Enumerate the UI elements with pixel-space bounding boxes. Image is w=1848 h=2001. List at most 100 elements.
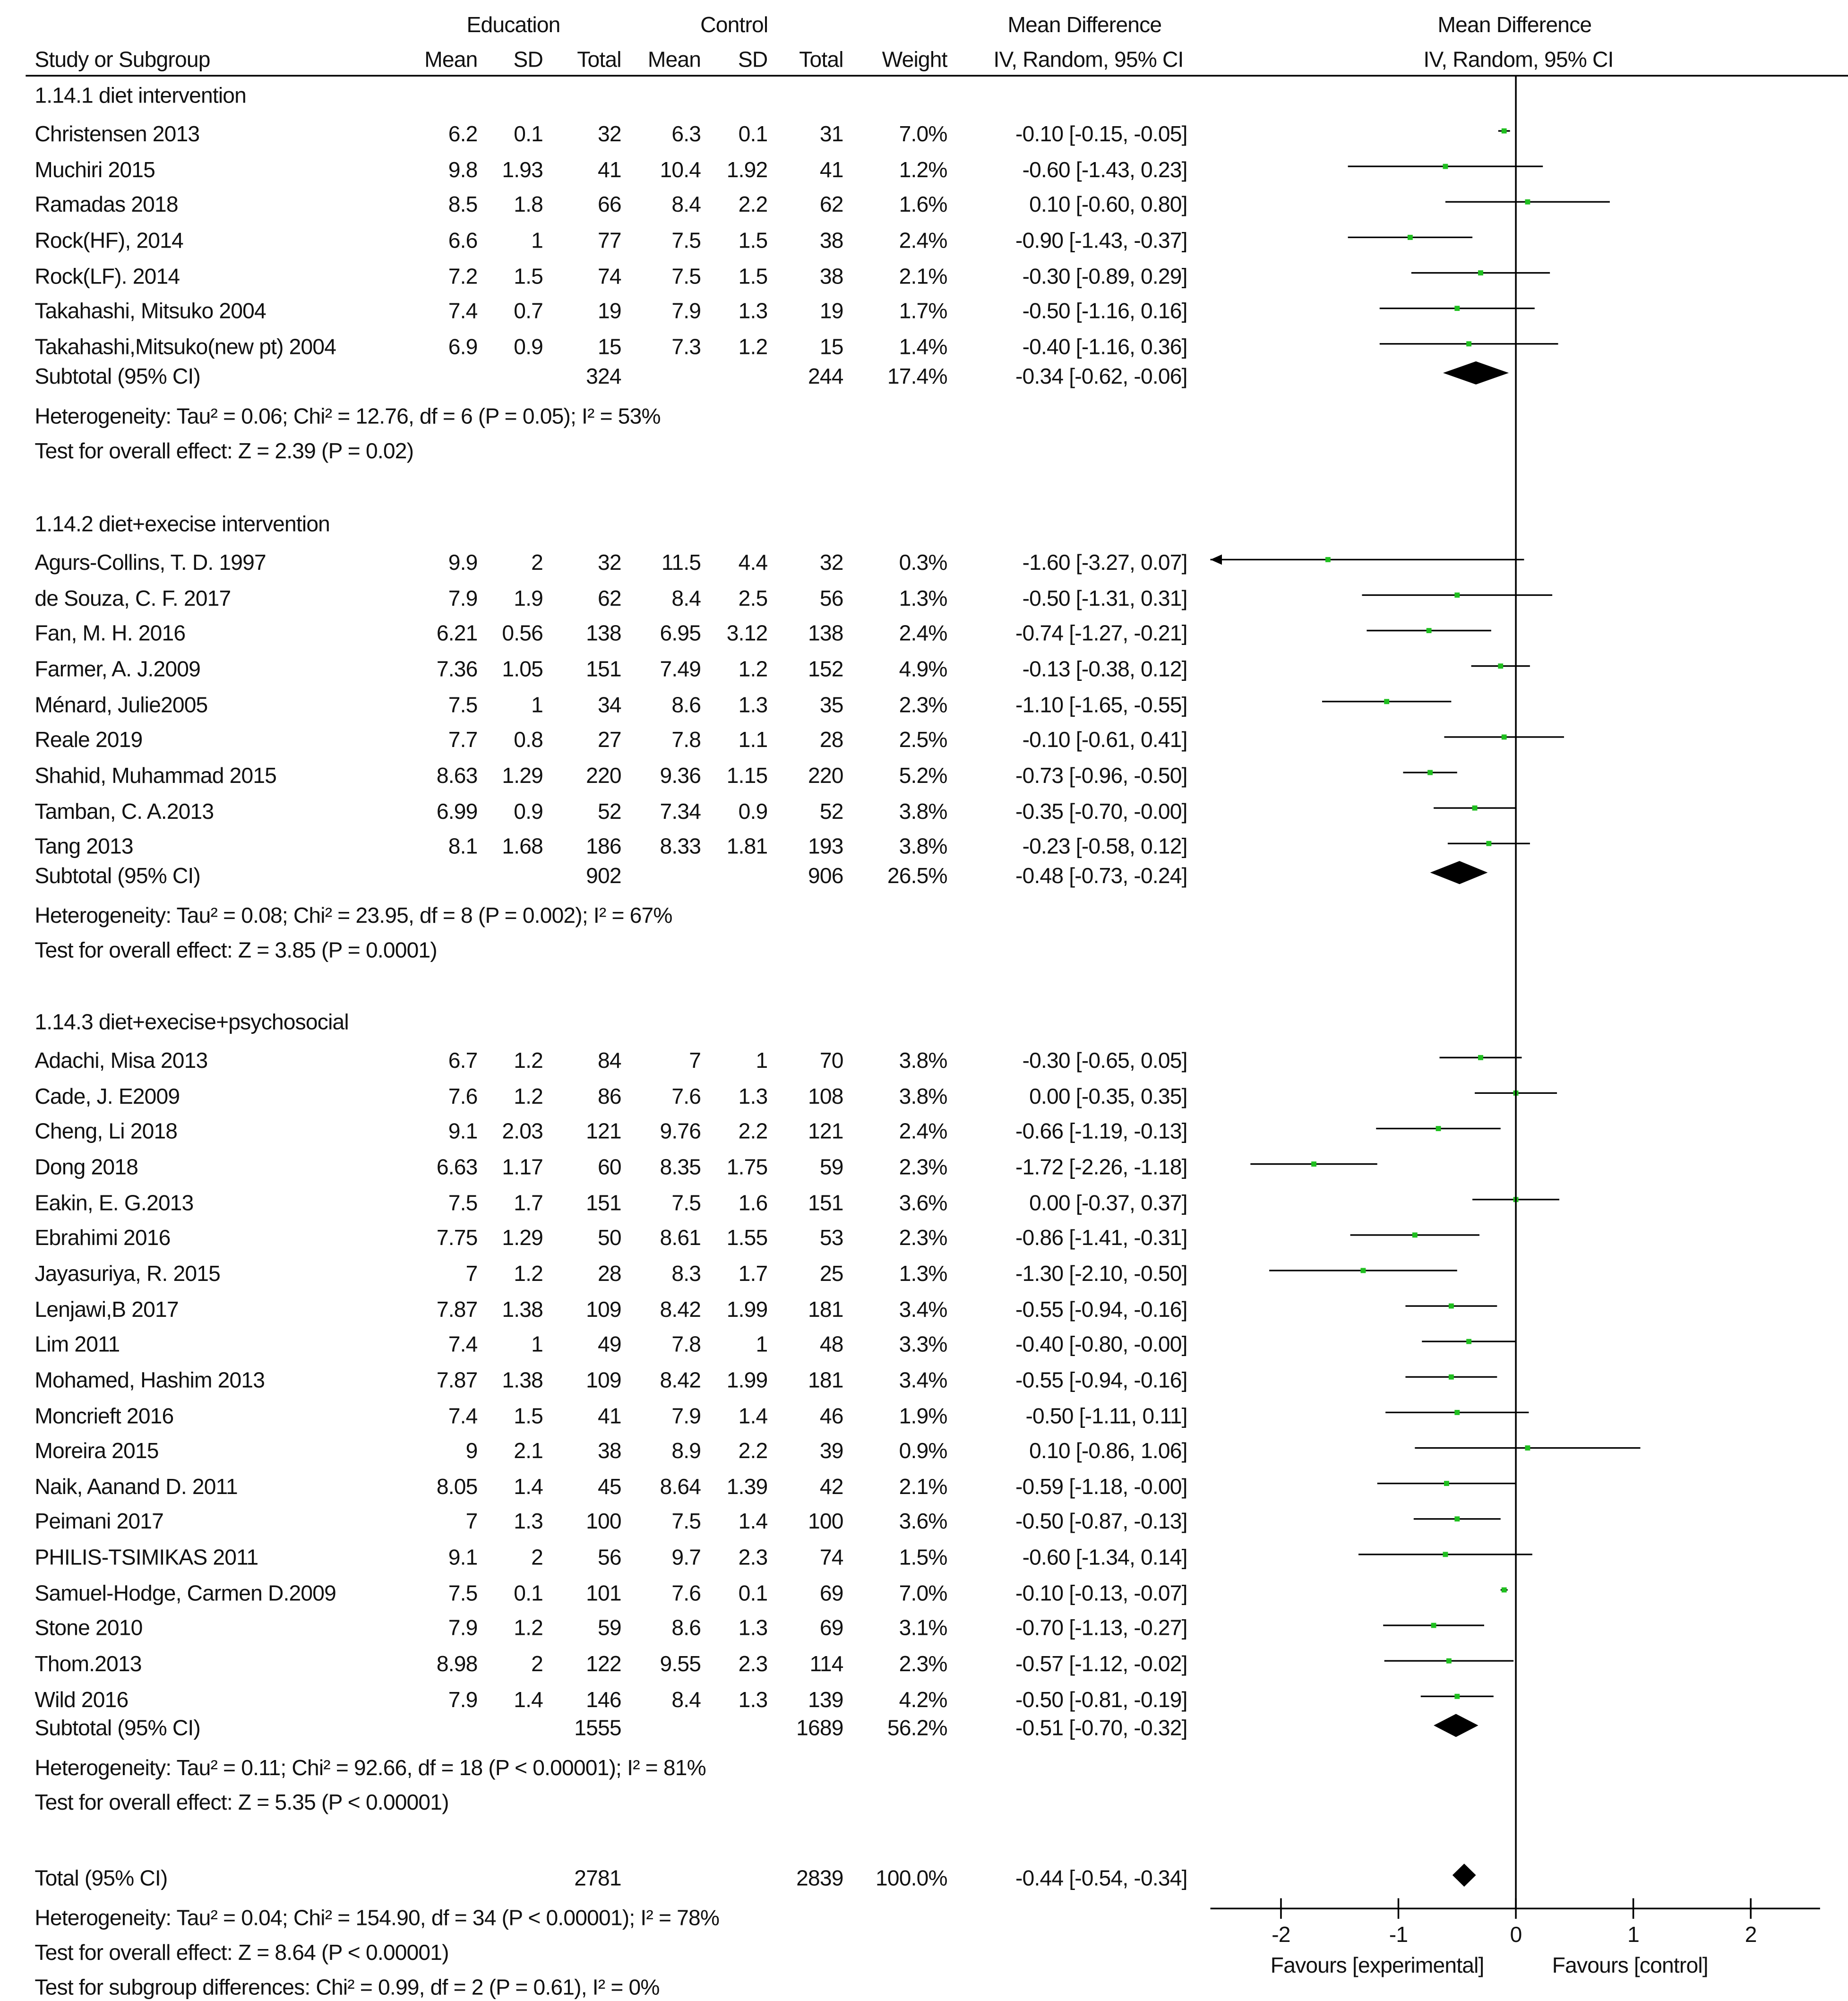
mean-education: 7.6 [448,1084,478,1108]
sd-control: 1.39 [726,1474,768,1499]
point-estimate [1454,593,1460,598]
total-control: 139 [808,1687,843,1712]
total-control: 69 [819,1580,844,1606]
total-education: 186 [586,834,621,859]
subtotal-total-control: 1689 [796,1716,843,1741]
sd-control: 1.4 [738,1403,768,1428]
total-control: 114 [809,1652,843,1676]
subtotal-weight: 26.5% [887,863,948,888]
mean-education: 6.6 [448,228,478,253]
mean-education: 9 [465,1439,478,1464]
point-estimate [1486,841,1492,846]
subtotal-ci: -0.48 [-0.73, -0.24] [1015,863,1187,888]
subgroup-differences-text: Test for subgroup differences: Chi² = 0.… [34,1975,660,2000]
study-ci: -0.23 [-0.58, 0.12] [1022,834,1188,859]
sd-education: 2.1 [514,1439,543,1464]
total-n-control: 2839 [796,1866,843,1891]
sd-control: 2.2 [738,1119,768,1144]
total-education: 146 [586,1687,621,1712]
subgroup-title: 1.14.2 diet+execise intervention [34,512,330,537]
study-ci: -0.40 [-0.80, -0.00] [1015,1332,1187,1357]
study-ci: -0.50 [-1.31, 0.31] [1022,586,1188,611]
mean-education: 7.9 [448,586,478,611]
study-weight: 5.2% [899,763,948,788]
study-weight: 1.5% [899,1545,948,1570]
sd-education: 0.9 [514,799,543,824]
mean-control: 7.9 [671,299,701,324]
study-weight: 2.1% [899,1474,948,1499]
x-tick-label: 2 [1745,1923,1757,1947]
mean-control: 8.9 [671,1439,701,1464]
study-name: Agurs-Collins, T. D. 1997 [34,550,266,575]
sd-control: 1.3 [738,1687,768,1712]
sd-education: 1.93 [502,157,543,182]
total-control: 28 [819,728,844,753]
total-education: 52 [597,799,622,824]
sd-control: 2.3 [738,1545,768,1570]
point-estimate [1443,1552,1448,1557]
total-control: 138 [808,621,843,646]
total-education: 41 [597,1403,622,1428]
subtotal-ci: -0.51 [-0.70, -0.32] [1015,1716,1187,1741]
sd-education: 2 [531,550,543,575]
point-estimate [1431,1623,1436,1628]
header-method-plot: IV, Random, 95% CI [1423,47,1614,72]
sd-control: 1.99 [726,1297,768,1322]
mean-education: 7.87 [436,1297,478,1322]
study-name: Takahashi,Mitsuko(new pt) 2004 [34,335,336,360]
subtotal-weight: 17.4% [887,364,948,388]
sd-education: 0.7 [514,299,543,324]
study-weight: 2.4% [899,1119,948,1144]
mean-control: 6.3 [671,122,701,146]
total-control: 151 [808,1190,843,1215]
total-education: 77 [597,228,622,253]
study-weight: 3.8% [899,799,948,824]
sd-education: 1.3 [514,1510,543,1535]
subtotal-label: Subtotal (95% CI) [34,1716,200,1741]
mean-control: 9.76 [660,1119,701,1144]
study-weight: 4.2% [899,1687,948,1712]
mean-control: 8.6 [671,692,701,717]
subtotal-total-education: 324 [586,364,621,388]
total-heterogeneity-text: Heterogeneity: Tau² = 0.04; Chi² = 154.9… [34,1906,720,1931]
sd-control: 2.2 [738,1439,768,1464]
point-estimate [1426,628,1432,633]
mean-control: 8.6 [671,1616,701,1641]
sd-control: 3.12 [726,621,768,646]
study-name: Tang 2013 [34,834,133,859]
total-education: 138 [586,621,621,646]
mean-education: 6.7 [448,1048,478,1073]
sd-control: 0.9 [738,799,768,824]
study-name: Dong 2018 [34,1155,138,1180]
study-name: Moncrieft 2016 [34,1403,174,1428]
study-name: Ebrahimi 2016 [34,1226,171,1251]
mean-control: 8.42 [660,1297,701,1322]
mean-education: 7.7 [448,728,478,753]
mean-control: 8.33 [660,834,701,859]
total-education: 34 [597,692,622,717]
point-estimate [1325,557,1331,562]
total-education: 49 [597,1332,622,1357]
study-ci: -1.60 [-3.27, 0.07] [1022,550,1188,575]
sd-education: 1.4 [514,1687,543,1712]
sd-education: 2 [531,1545,543,1570]
study-ci: -0.55 [-0.94, -0.16] [1015,1368,1187,1392]
subgroup-title: 1.14.1 diet intervention [34,83,247,108]
sd-education: 1 [531,1332,543,1357]
study-weight: 1.3% [899,1261,948,1286]
study-name: Stone 2010 [34,1616,143,1641]
total-control: 62 [819,193,844,217]
total-education: 41 [597,157,622,182]
total-n-education: 2781 [574,1866,621,1891]
study-name: Adachi, Misa 2013 [34,1048,208,1073]
study-ci: -0.50 [-0.87, -0.13] [1015,1510,1187,1535]
point-estimate [1466,341,1472,347]
sd-control: 0.1 [738,1580,768,1606]
total-weight: 100.0% [875,1866,948,1891]
mean-control: 8.4 [671,1687,701,1712]
sd-education: 1 [531,692,543,717]
study-weight: 4.9% [899,657,948,682]
study-weight: 0.3% [899,550,948,575]
study-weight: 3.1% [899,1616,948,1641]
point-estimate [1472,805,1478,811]
